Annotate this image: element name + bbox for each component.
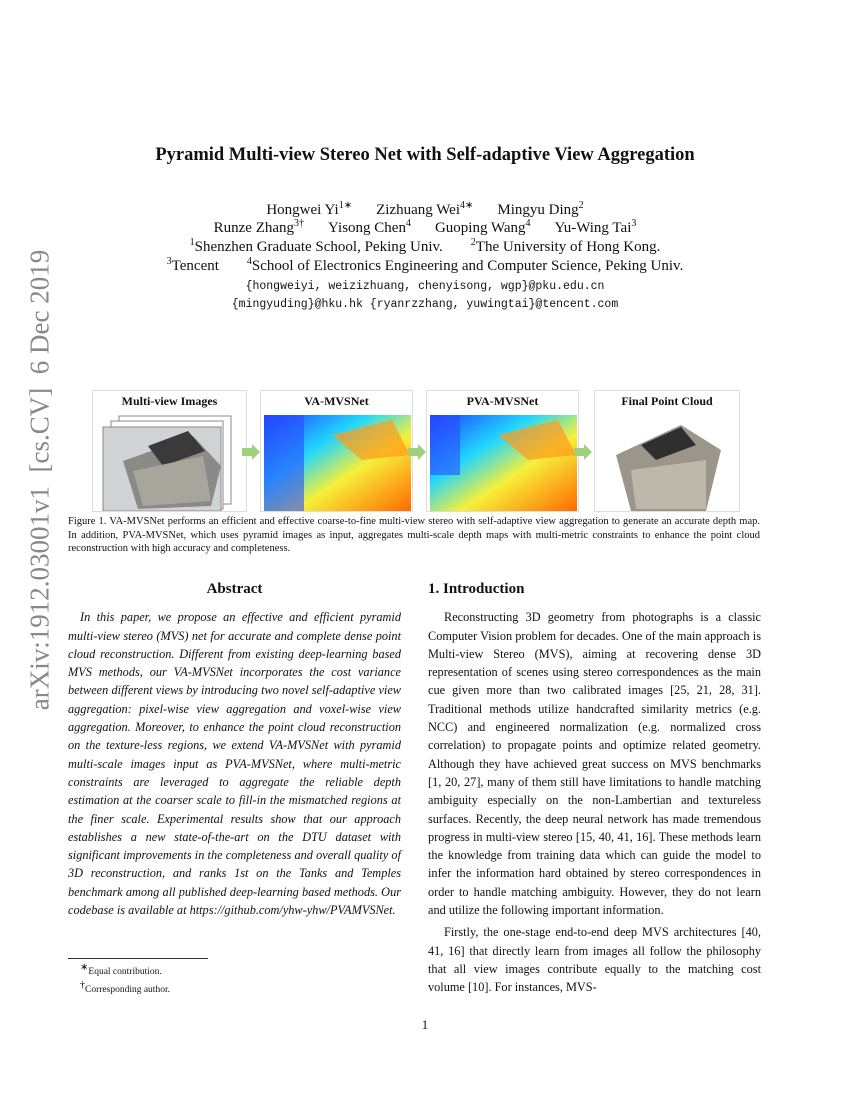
affiliation: 1Shenzhen Graduate School, Peking Univ. bbox=[189, 237, 443, 255]
author: Mingyu Ding2 bbox=[497, 200, 584, 218]
author-line: Hongwei Yi1∗ Zizhuang Wei4∗ Mingyu Ding2 bbox=[0, 200, 850, 219]
author-mark: 1∗ bbox=[338, 200, 353, 211]
affiliation-text: The University of Hong Kong. bbox=[475, 239, 661, 255]
abstract-text: In this paper, we propose an effective a… bbox=[68, 610, 401, 918]
affiliation: 2The University of Hong Kong. bbox=[470, 237, 661, 255]
panel-image bbox=[102, 415, 232, 511]
author: Zizhuang Wei4∗ bbox=[376, 200, 474, 218]
page-number: 1 bbox=[421, 1017, 429, 1032]
affiliation: 3Tencent bbox=[166, 256, 219, 274]
author: Hongwei Yi1∗ bbox=[266, 200, 353, 218]
paragraphs: Reconstructing 3D geometry from photogra… bbox=[428, 608, 761, 996]
figure-panel: PVA-MVSNet bbox=[426, 390, 579, 512]
author-mark: 4∗ bbox=[460, 200, 474, 211]
author-name: Yu-Wing Tai bbox=[554, 220, 632, 236]
affiliation-text: Shenzhen Graduate School, Peking Univ. bbox=[194, 239, 443, 255]
author-mark: 4 bbox=[525, 218, 531, 229]
author-name: Yisong Chen bbox=[328, 220, 406, 236]
figure-panel: Final Point Cloud bbox=[594, 390, 740, 512]
footnote-mark: ∗ bbox=[80, 962, 89, 973]
panel-title: Multi-view Images bbox=[121, 394, 218, 408]
arrows bbox=[242, 444, 592, 460]
footnote: ∗Equal contribution. bbox=[68, 961, 208, 979]
author: Yu-Wing Tai3 bbox=[554, 218, 637, 236]
footnotes: ∗Equal contribution. †Corresponding autho… bbox=[68, 958, 208, 997]
paper-title: Pyramid Multi-view Stereo Net with Self-… bbox=[155, 145, 695, 165]
author-name: Guoping Wang bbox=[434, 220, 526, 236]
panel-title: VA-MVSNet bbox=[304, 394, 369, 408]
author-name: Hongwei Yi bbox=[266, 202, 339, 218]
author-mark: 3 bbox=[631, 218, 637, 229]
email: {hongweiyi, weizizhuang, chenyisong, wgp… bbox=[245, 280, 605, 293]
author-mark: 4 bbox=[405, 218, 411, 229]
footnote-text: Corresponding author. bbox=[85, 985, 170, 996]
author: Guoping Wang4 bbox=[434, 218, 531, 236]
panel-title: Final Point Cloud bbox=[621, 394, 713, 408]
section-heading: Abstract bbox=[206, 581, 263, 597]
paragraph: Reconstructing 3D geometry from photogra… bbox=[428, 610, 761, 918]
affiliation-mark: 1 bbox=[189, 237, 195, 248]
author-name: Runze Zhang bbox=[213, 220, 295, 236]
figure-panel: Multi-view Images bbox=[92, 390, 247, 512]
footnote-text: Equal contribution. bbox=[88, 967, 162, 978]
affiliation-mark: 3 bbox=[166, 256, 172, 267]
author-name: Mingyu Ding bbox=[497, 202, 579, 218]
section-heading: 1. Introduction bbox=[428, 581, 525, 597]
author-mark: 3† bbox=[294, 218, 305, 229]
panel-image bbox=[430, 415, 577, 511]
panel-title: PVA-MVSNet bbox=[466, 394, 539, 408]
author: Yisong Chen4 bbox=[328, 218, 411, 236]
paragraph: Firstly, the one-stage end-to-end deep M… bbox=[428, 925, 761, 995]
introduction: 1. Introduction Reconstructing 3D geomet… bbox=[428, 580, 761, 1001]
affiliation-text: Tencent bbox=[171, 258, 219, 274]
affiliation-mark: 4 bbox=[246, 256, 252, 267]
affiliation-line: 1Shenzhen Graduate School, Peking Univ. 2… bbox=[0, 237, 850, 256]
panel-image bbox=[616, 425, 721, 511]
affiliation: 4School of Electronics Engineering and C… bbox=[246, 256, 684, 274]
abstract: Abstract In this paper, we propose an ef… bbox=[68, 580, 401, 919]
author-line: Runze Zhang3† Yisong Chen4 Guoping Wang4 Yu… bbox=[0, 218, 850, 237]
figure-caption: Figure 1. VA-MVSNet performs an efficien… bbox=[68, 516, 760, 554]
author: Runze Zhang3† bbox=[213, 218, 305, 236]
figure-panel: VA-MVSNet bbox=[260, 390, 413, 512]
author-name: Zizhuang Wei bbox=[376, 202, 460, 218]
affiliation-line: 3Tencent 4School of Electronics Engineeri… bbox=[0, 256, 850, 275]
arxiv-label: arXiv:1912.03001v1 [cs.CV] 6 Dec 2019 bbox=[24, 249, 55, 711]
footnote: †Corresponding author. bbox=[68, 979, 208, 997]
footnote-mark: † bbox=[80, 980, 85, 992]
email: {mingyuding}@hku.hk {ryanrzzhang, yuwing… bbox=[231, 298, 619, 311]
affiliation-mark: 2 bbox=[470, 237, 476, 248]
author-mark: 2 bbox=[578, 200, 584, 211]
panel-image bbox=[264, 415, 411, 511]
affiliation-text: School of Electronics Engineering and Co… bbox=[251, 258, 684, 274]
